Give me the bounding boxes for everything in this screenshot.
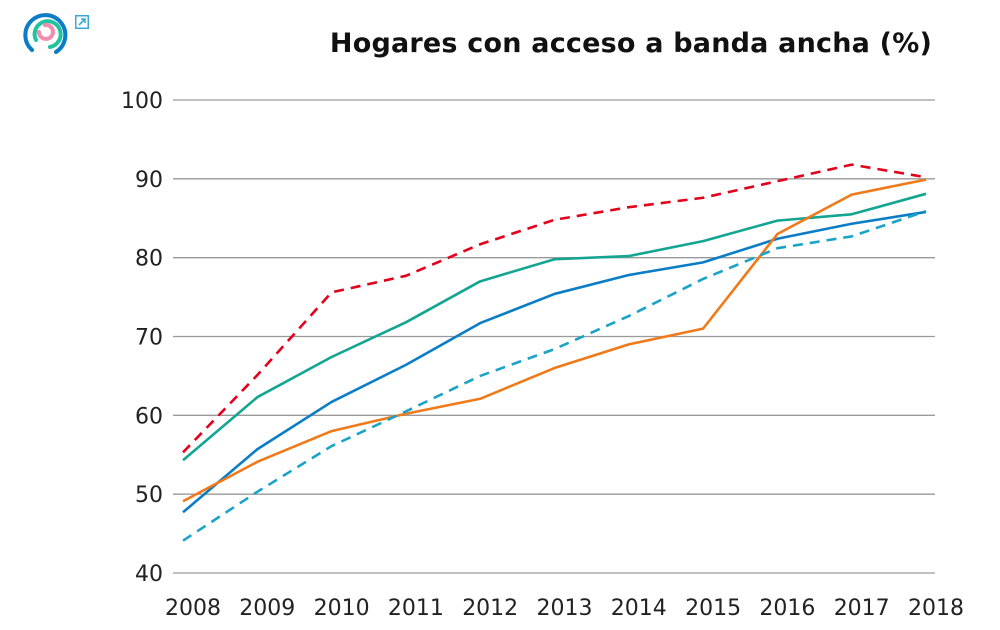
series-line-3 xyxy=(182,210,927,514)
x-tick-label: 2013 xyxy=(537,596,593,621)
y-tick-label: 40 xyxy=(135,562,163,587)
logo xyxy=(22,10,70,62)
x-tick-label: 2014 xyxy=(611,596,667,621)
y-tick-label: 80 xyxy=(135,247,163,272)
y-tick-label: 100 xyxy=(121,89,163,114)
series-line-1 xyxy=(182,163,927,454)
y-tick-label: 70 xyxy=(135,326,163,351)
x-tick-label: 2011 xyxy=(388,596,444,621)
x-tick-label: 2012 xyxy=(462,596,518,621)
external-link-icon[interactable] xyxy=(75,14,89,33)
x-tick-label: 2009 xyxy=(239,596,295,621)
series-line-5 xyxy=(182,209,927,542)
series-line-2 xyxy=(182,192,927,462)
x-tick-label: 2018 xyxy=(908,596,964,621)
x-tick-label: 2008 xyxy=(165,596,221,621)
series-line-4 xyxy=(182,178,927,503)
x-tick-label: 2016 xyxy=(759,596,815,621)
x-tick-label: 2017 xyxy=(834,596,890,621)
chart-title: Hogares con acceso a banda ancha (%) xyxy=(329,28,932,59)
x-tick-label: 2015 xyxy=(685,596,741,621)
x-tick-label: 2010 xyxy=(314,596,370,621)
y-tick-label: 60 xyxy=(135,404,163,429)
y-tick-label: 90 xyxy=(135,168,163,193)
y-tick-label: 50 xyxy=(135,483,163,508)
